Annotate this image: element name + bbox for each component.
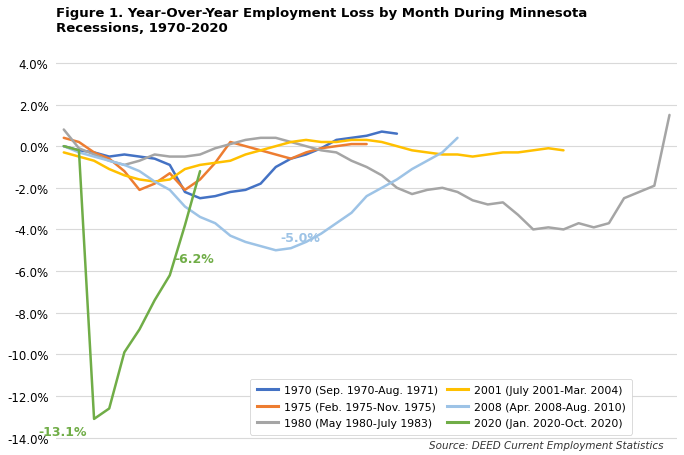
Text: Source: DEED Current Employment Statistics: Source: DEED Current Employment Statisti… (429, 440, 663, 450)
Text: -13.1%: -13.1% (38, 425, 86, 438)
Text: Figure 1. Year-Over-Year Employment Loss by Month During Minnesota
Recessions, 1: Figure 1. Year-Over-Year Employment Loss… (56, 7, 588, 35)
Legend: 1970 (Sep. 1970-Aug. 1971), 1975 (Feb. 1975-Nov. 1975), 1980 (May 1980-July 1983: 1970 (Sep. 1970-Aug. 1971), 1975 (Feb. 1… (250, 379, 632, 435)
Text: -6.2%: -6.2% (174, 252, 214, 265)
Text: -5.0%: -5.0% (280, 232, 320, 244)
